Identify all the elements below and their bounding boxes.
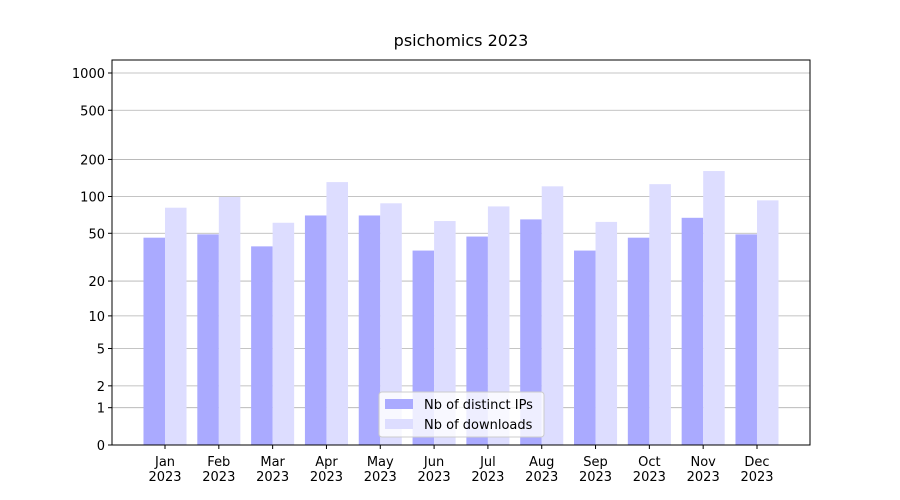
x-tick-label-line: Apr [315, 455, 338, 470]
bar [143, 237, 166, 445]
bar [541, 186, 564, 445]
x-tick-label-line: Jan [154, 455, 175, 470]
bar [487, 206, 510, 445]
legend-label: Nb of downloads [424, 418, 533, 433]
x-tick-label-line: 2023 [633, 470, 666, 485]
x-tick-label-line: Jun [423, 455, 444, 470]
x-tick-label-line: Mar [260, 455, 285, 470]
x-tick-label: Jul 2023 [471, 455, 504, 485]
x-tick-label-line: 2023 [148, 470, 181, 485]
x-tick-label: Dec 2023 [740, 455, 773, 485]
y-tick-label: 50 [88, 227, 105, 242]
x-tick-label-line: 2023 [364, 470, 397, 485]
legend-box [378, 391, 545, 438]
x-tick-label: Jun 2023 [418, 455, 451, 485]
y-tick-label: 200 [80, 153, 105, 168]
legend-label: Nb of distinct IPs [424, 398, 533, 413]
bar [251, 246, 273, 445]
x-tick-label: Aug 2023 [525, 455, 558, 485]
bar [272, 222, 295, 445]
x-tick-label-line: 2023 [256, 470, 289, 485]
bar [326, 182, 348, 445]
chart-title: psichomics 2023 [394, 31, 529, 50]
x-tick-label-line: Aug [529, 455, 554, 470]
x-tick-label: Jan 2023 [148, 455, 181, 485]
x-tick-label-line: Jul [479, 455, 496, 470]
y-tick-label: 500 [80, 104, 105, 119]
x-tick-label: Feb 2023 [202, 455, 235, 485]
bars [143, 171, 779, 445]
bar [434, 221, 456, 445]
bar [218, 197, 241, 445]
x-tick-label-line: May [367, 455, 394, 470]
x-tick-label-line: 2023 [525, 470, 558, 485]
bar [595, 221, 618, 445]
y-tick-label: 10 [88, 310, 105, 325]
y-tick-label: 1 [97, 402, 105, 417]
x-tick-label-line: Sep [583, 455, 608, 470]
y-tick-label: 2 [97, 380, 105, 395]
bar [520, 219, 542, 445]
y-tick-label: 0 [97, 439, 105, 454]
x-tick-label-line: 2023 [202, 470, 235, 485]
bar [574, 250, 596, 445]
x-tick-label-line: 2023 [740, 470, 773, 485]
legend: Nb of distinct IPs Nb of downloads [378, 391, 545, 438]
bar [358, 215, 381, 445]
x-tick-label: Apr 2023 [310, 455, 343, 485]
x-tick-label-line: Dec [744, 455, 769, 470]
legend-swatch [385, 399, 413, 409]
bar [304, 215, 327, 445]
x-tick-label: Mar 2023 [256, 455, 289, 485]
bar [197, 234, 219, 445]
x-tick-label-line: Nov [690, 455, 716, 470]
y-tick-label: 5 [97, 343, 105, 358]
y-tick-label: 20 [88, 275, 105, 290]
bar [649, 184, 671, 445]
x-tick-label-line: Oct [638, 455, 660, 470]
bar [703, 171, 725, 445]
x-tick-label-line: 2023 [687, 470, 720, 485]
x-tick-label-line: 2023 [418, 470, 451, 485]
x-tick-label-line: Feb [207, 455, 230, 470]
plot-frame [111, 59, 811, 446]
bar [627, 237, 650, 445]
bar [681, 217, 704, 445]
x-tick-label: Sep 2023 [579, 455, 612, 485]
x-tick-label-line: 2023 [579, 470, 612, 485]
bar [165, 207, 187, 445]
y-tick-label: 1000 [72, 67, 105, 82]
x-tick-label: Nov 2023 [687, 455, 720, 485]
bar [735, 234, 757, 445]
x-tick-label: Oct 2023 [633, 455, 666, 485]
bar [756, 200, 779, 445]
legend-swatch [385, 419, 413, 429]
x-tick-label-line: 2023 [471, 470, 504, 485]
bar [380, 203, 402, 445]
x-tick-label: May 2023 [364, 455, 397, 485]
y-tick-label: 100 [80, 190, 105, 205]
x-tick-label-line: 2023 [310, 470, 343, 485]
